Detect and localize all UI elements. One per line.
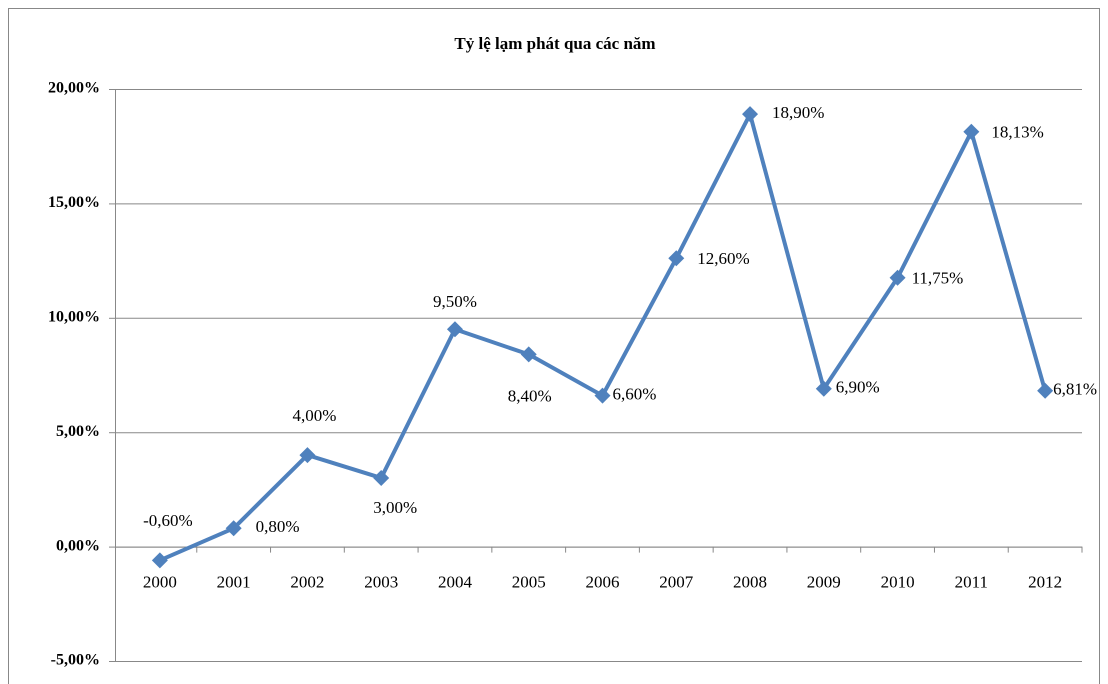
marker <box>373 469 390 486</box>
marker <box>668 250 685 267</box>
data-label: 6,90% <box>836 378 880 397</box>
marker <box>742 106 759 123</box>
marker <box>1037 382 1054 399</box>
data-label: 0,80% <box>256 517 300 536</box>
x-tick-label: 2010 <box>881 573 915 592</box>
chart-frame <box>8 8 1100 684</box>
data-label: 12,60% <box>697 249 749 268</box>
x-tick-label: 2008 <box>733 573 767 592</box>
x-tick-label: 2006 <box>586 573 620 592</box>
marker <box>225 520 242 537</box>
marker <box>889 269 906 286</box>
x-tick-label: 2007 <box>659 573 694 592</box>
x-tick-label: 2012 <box>1028 573 1062 592</box>
chart-title: Tỷ lệ lạm phát qua các năm <box>454 34 655 53</box>
y-tick-label: 0,00% <box>56 537 100 554</box>
x-tick-label: 2009 <box>807 573 841 592</box>
marker <box>151 552 168 569</box>
y-tick-label: 20,00% <box>48 80 100 97</box>
marker <box>446 321 463 338</box>
data-label: 6,81% <box>1053 380 1097 399</box>
marker <box>594 387 611 404</box>
marker <box>963 123 980 140</box>
x-tick-label: 2002 <box>290 573 324 592</box>
x-tick-label: 2011 <box>955 573 988 592</box>
y-tick-label: -5,00% <box>51 652 100 669</box>
y-tick-label: 10,00% <box>48 308 100 325</box>
y-tick-label: 15,00% <box>48 194 100 211</box>
data-label: 8,40% <box>508 386 552 405</box>
data-label: 11,75% <box>912 269 964 288</box>
data-label: 6,60% <box>613 384 657 403</box>
data-label: 9,50% <box>433 292 477 311</box>
marker <box>815 380 832 397</box>
y-tick-label: 5,00% <box>56 423 100 440</box>
marker <box>299 447 316 464</box>
x-tick-label: 2001 <box>217 573 251 592</box>
data-label: 4,00% <box>292 406 336 425</box>
x-tick-label: 2000 <box>143 573 177 592</box>
data-label: -0,60% <box>143 511 193 530</box>
x-tick-label: 2005 <box>512 573 546 592</box>
data-label: 18,90% <box>772 103 824 122</box>
data-label: 18,13% <box>991 123 1043 142</box>
x-tick-label: 2003 <box>364 573 398 592</box>
marker <box>520 346 537 363</box>
data-label: 3,00% <box>373 498 417 517</box>
x-tick-label: 2004 <box>438 573 473 592</box>
